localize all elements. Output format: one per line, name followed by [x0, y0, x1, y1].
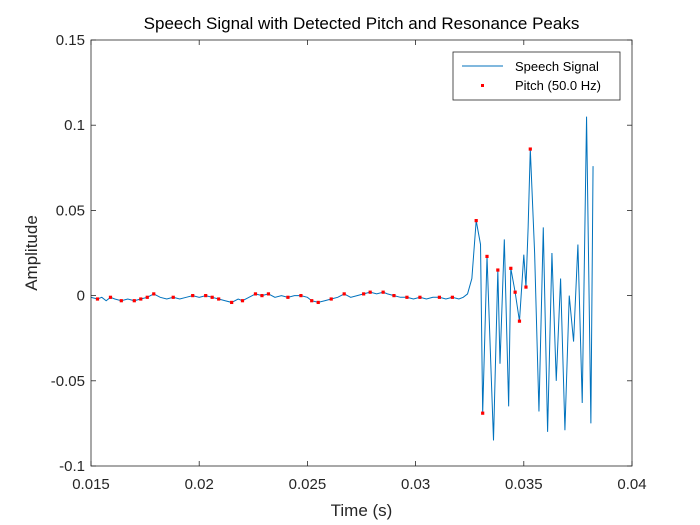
legend-label-pitch: Pitch (50.0 Hz) [515, 78, 601, 93]
signal-line [91, 116, 594, 441]
pitch-marker [119, 299, 123, 303]
x-tick-label: 0.025 [289, 476, 327, 493]
pitch-marker [210, 295, 214, 299]
y-tick-label: 0 [77, 288, 85, 305]
pitch-marker [145, 295, 149, 299]
pitch-marker [299, 294, 303, 298]
pitch-marker [450, 295, 454, 299]
pitch-marker [316, 300, 320, 305]
pitch-marker [240, 299, 245, 303]
pitch-marker [481, 411, 485, 415]
pitch-marker [171, 295, 175, 299]
pitch-marker [95, 297, 100, 301]
plot-content [91, 116, 594, 441]
chart-title: Speech Signal with Detected Pitch and Re… [144, 14, 580, 33]
pitch-marker [230, 300, 234, 305]
pitch-marker [362, 292, 366, 296]
axes [90, 39, 633, 467]
x-tick-label: 0.04 [617, 476, 646, 493]
y-tick-label: 0.15 [56, 32, 85, 49]
x-tick-label: 0.015 [72, 476, 110, 493]
pitch-marker [528, 147, 532, 151]
pitch-marker [266, 292, 271, 296]
y-tick-label: -0.1 [59, 458, 85, 475]
axes-frame [90, 39, 633, 467]
pitch-marker [496, 268, 500, 272]
pitch-marker [474, 219, 478, 223]
pitch-marker [310, 299, 314, 303]
pitch-marker [513, 290, 517, 294]
pitch-marker [139, 297, 143, 301]
pitch-marker [509, 266, 513, 270]
pitch-marker [152, 292, 156, 296]
pitch-marker [517, 319, 522, 323]
pitch-marker [418, 295, 422, 299]
x-tick-label: 0.02 [185, 476, 214, 493]
x-axis-label: Time (s) [331, 501, 393, 520]
legend-label-signal: Speech Signal [515, 59, 599, 74]
pitch-marker [405, 295, 409, 299]
y-tick-label: 0.1 [64, 117, 85, 134]
pitch-marker [217, 297, 221, 301]
pitch-marker [253, 292, 258, 296]
y-tick-label: 0.05 [56, 202, 85, 219]
pitch-marker [437, 295, 441, 299]
pitch-marker [260, 294, 264, 298]
pitch-marker [342, 292, 346, 296]
legend-box [452, 51, 621, 101]
y-axis-label: Amplitude [22, 215, 41, 291]
x-tick-label: 0.035 [505, 476, 543, 493]
pitch-marker [485, 254, 489, 259]
pitch-marker [381, 290, 385, 294]
y-tick-label: -0.05 [51, 373, 85, 390]
pitch-marker [132, 299, 136, 303]
legend-marker-swatch [481, 84, 484, 87]
plot-area [91, 40, 632, 466]
pitch-marker [524, 285, 528, 289]
tick-labels: 0.015 0.02 0.025 0.03 0.035 0.04 -0.1 -0.05 0 0.0… [51, 32, 647, 493]
pitch-marker [329, 297, 333, 301]
pitch-marker [204, 294, 208, 298]
pitch-marker [392, 294, 396, 298]
pitch-marker [286, 295, 290, 299]
pitch-marker [191, 294, 195, 298]
x-tick-label: 0.03 [401, 476, 430, 493]
pitch-marker [368, 290, 372, 294]
pitch-marker [108, 295, 113, 299]
legend: Speech Signal Pitch (50.0 Hz) [452, 51, 621, 101]
